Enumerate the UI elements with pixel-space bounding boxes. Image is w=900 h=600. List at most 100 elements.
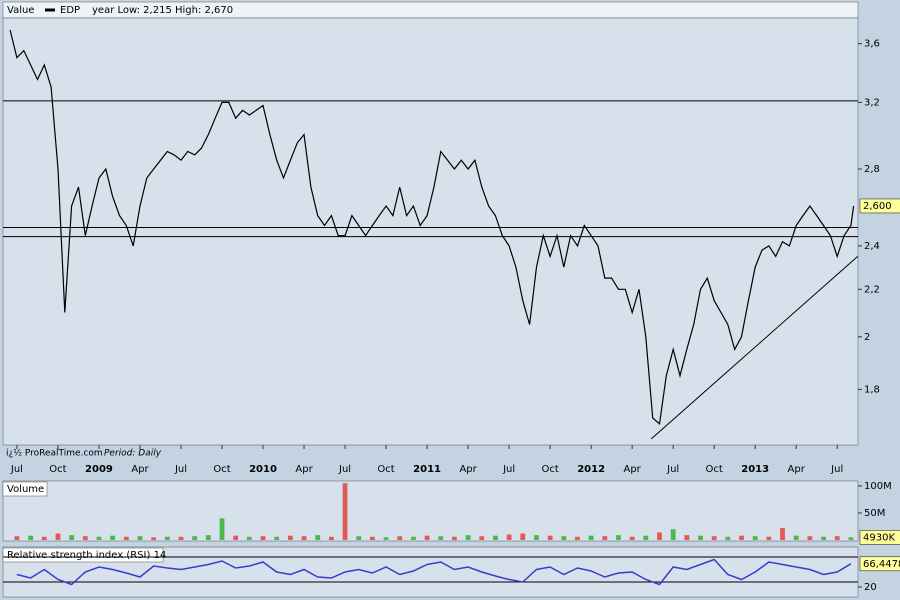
volume-bar bbox=[14, 536, 20, 540]
volume-bar bbox=[520, 533, 526, 540]
volume-bar bbox=[178, 536, 184, 540]
legend-swatch bbox=[45, 8, 55, 12]
x-tick-label: Apr bbox=[131, 464, 149, 475]
volume-bar bbox=[575, 536, 580, 540]
x-tick-label: Apr bbox=[788, 464, 806, 475]
y-tick-label: 2,4 bbox=[864, 241, 880, 252]
volume-bar bbox=[287, 535, 293, 540]
x-tick-label: Oct bbox=[49, 464, 66, 475]
x-tick-label: Jul bbox=[174, 464, 187, 475]
volume-bar bbox=[834, 536, 840, 540]
x-tick-label: Jul bbox=[338, 464, 351, 475]
volume-bar bbox=[137, 536, 143, 540]
volume-bar bbox=[588, 535, 594, 540]
x-tick-label: Oct bbox=[541, 464, 558, 475]
last-value-box bbox=[859, 556, 900, 572]
volume-title: Volume bbox=[7, 484, 44, 495]
volume-bar bbox=[370, 536, 375, 540]
volume-bar bbox=[233, 535, 239, 540]
y-tick-label: 20 bbox=[864, 582, 877, 593]
volume-bar bbox=[780, 528, 785, 540]
volume-bar bbox=[151, 537, 157, 540]
volume-bar bbox=[493, 535, 498, 540]
period: Period: Daily bbox=[104, 449, 162, 459]
volume-bar bbox=[465, 535, 471, 540]
volume-bar bbox=[793, 535, 799, 540]
volume-bar bbox=[55, 533, 61, 540]
last-value-box bbox=[859, 198, 900, 214]
y-tick-label: 3,2 bbox=[864, 97, 880, 108]
x-tick-label: Oct bbox=[377, 464, 394, 475]
x-tick-label: Jul bbox=[502, 464, 515, 475]
volume-bar bbox=[260, 536, 266, 540]
volume-bar bbox=[670, 529, 676, 540]
volume-bar bbox=[698, 535, 703, 540]
volume-bar bbox=[752, 536, 758, 540]
volume-bar bbox=[711, 536, 717, 540]
volume-bar bbox=[479, 536, 485, 540]
y-tick-label: 3,6 bbox=[864, 39, 880, 50]
y-tick-label: 2,8 bbox=[864, 164, 880, 175]
volume-bar bbox=[28, 535, 34, 540]
volume-bar bbox=[821, 536, 826, 540]
legend-label: EDP bbox=[60, 5, 80, 16]
volume-bar bbox=[82, 536, 88, 540]
volume-bar bbox=[342, 483, 348, 540]
x-tick-label: Jul bbox=[666, 464, 679, 475]
x-tick-label: 2011 bbox=[413, 464, 441, 475]
volume-bar bbox=[246, 536, 252, 540]
volume-bar bbox=[643, 535, 649, 540]
price-panel bbox=[2, 17, 859, 446]
trend-line bbox=[650, 256, 859, 440]
volume-bar bbox=[534, 535, 539, 540]
y-tick-label: 2 bbox=[864, 332, 870, 343]
volume-legend-box bbox=[2, 481, 48, 497]
x-tick-label: Apr bbox=[295, 464, 313, 475]
volume-bar bbox=[192, 536, 198, 540]
volume-bar bbox=[684, 535, 690, 540]
rsi-title: Relative strength index (RSI) 14 bbox=[7, 550, 166, 561]
volume-bar bbox=[356, 536, 362, 540]
last-value-label: 2,600 bbox=[863, 201, 892, 212]
series-line bbox=[16, 558, 852, 586]
volume-bar bbox=[328, 536, 334, 540]
volume-bar bbox=[561, 536, 567, 540]
last-value-label: 66,4478 bbox=[863, 559, 900, 570]
volume-bar bbox=[219, 518, 225, 540]
volume-bar bbox=[424, 535, 430, 540]
volume-bar bbox=[766, 536, 772, 540]
volume-bar bbox=[110, 535, 116, 540]
last-value-label: 4930K bbox=[863, 532, 895, 543]
y-tick-label: 2,2 bbox=[864, 284, 880, 295]
volume-bar bbox=[411, 536, 416, 540]
subtitle: year Low: 2,215 High: 2,670 bbox=[92, 5, 233, 16]
volume-bar bbox=[205, 535, 211, 540]
x-tick-label: 2009 bbox=[85, 464, 113, 475]
volume-bar bbox=[41, 536, 47, 540]
panel-title: Value bbox=[7, 5, 34, 16]
watermark: i¿½ ProRealTime.com bbox=[6, 449, 103, 459]
volume-panel bbox=[2, 480, 859, 542]
volume-bar bbox=[739, 535, 744, 540]
volume-bar bbox=[438, 536, 444, 540]
volume-bar bbox=[69, 535, 75, 540]
y-tick-label: 1,8 bbox=[864, 384, 880, 395]
x-tick-label: Apr bbox=[623, 464, 641, 475]
x-tick-label: Apr bbox=[459, 464, 477, 475]
volume-bar bbox=[602, 536, 608, 540]
volume-bar bbox=[616, 535, 621, 540]
x-tick-label: 2012 bbox=[577, 464, 605, 475]
last-value-box bbox=[859, 530, 900, 545]
x-tick-label: Jul bbox=[10, 464, 23, 475]
y-tick-label: 50M bbox=[864, 508, 885, 519]
x-tick-label: Jul bbox=[830, 464, 843, 475]
x-tick-label: 2013 bbox=[741, 464, 769, 475]
volume-bar bbox=[274, 536, 280, 540]
x-tick-label: Oct bbox=[706, 464, 723, 475]
volume-bar bbox=[96, 536, 102, 540]
series-line bbox=[9, 29, 855, 425]
volume-bar bbox=[301, 536, 307, 540]
x-tick-label: 2010 bbox=[249, 464, 277, 475]
volume-bar bbox=[547, 535, 553, 540]
